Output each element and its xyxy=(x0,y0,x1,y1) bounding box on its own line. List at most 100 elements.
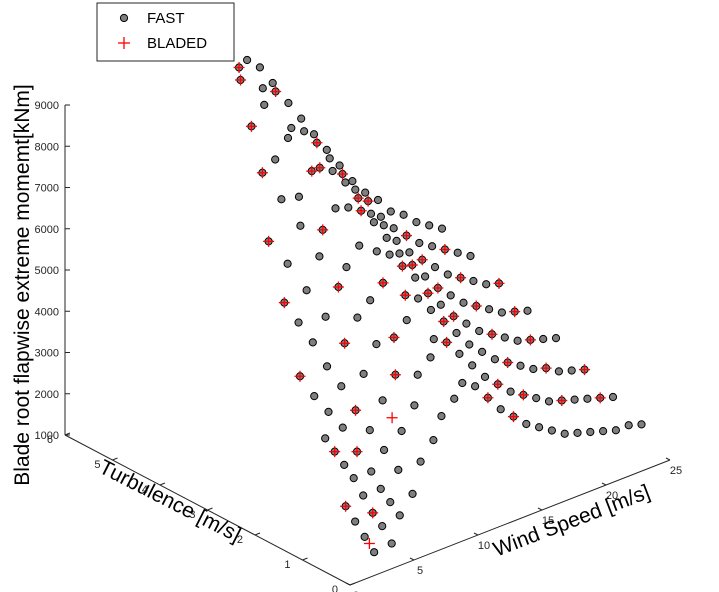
fast-point xyxy=(468,361,477,370)
bladed-point xyxy=(332,281,344,293)
fast-point xyxy=(351,185,360,194)
bladed-point xyxy=(508,411,519,423)
fast-point xyxy=(300,127,309,136)
x-tick-label: 15 xyxy=(542,515,554,527)
z-tick-label: 8000 xyxy=(35,141,59,153)
series-fast xyxy=(234,55,646,557)
fast-point xyxy=(302,286,311,295)
fast-point xyxy=(551,334,561,343)
fast-point xyxy=(283,259,292,268)
fast-point xyxy=(372,247,381,256)
fast-point xyxy=(367,467,376,476)
fast-point xyxy=(260,100,269,109)
fast-point xyxy=(544,397,554,406)
fast-point xyxy=(475,326,484,336)
bladed-point xyxy=(235,74,246,86)
fast-point xyxy=(458,378,467,388)
fast-point xyxy=(324,407,333,416)
x-tick-label: 5 xyxy=(417,565,423,577)
bladed-point xyxy=(386,412,398,424)
bladed-point xyxy=(399,289,411,301)
fast-point xyxy=(321,312,330,321)
bladed-point xyxy=(306,165,318,177)
fast-point xyxy=(452,328,461,338)
fast-point xyxy=(366,209,376,218)
bladed-point xyxy=(314,162,326,174)
legend-bladed-marker xyxy=(118,37,130,49)
legend-fast-marker xyxy=(119,13,129,23)
fast-point xyxy=(412,218,421,227)
fast-point xyxy=(415,238,424,248)
fast-point xyxy=(355,241,364,250)
fast-point xyxy=(382,233,391,242)
bladed-point xyxy=(432,282,444,294)
bladed-point xyxy=(422,287,434,299)
fast-point xyxy=(268,78,277,88)
fast-point xyxy=(360,532,369,541)
fast-point xyxy=(425,221,434,230)
fast-point xyxy=(315,252,324,261)
fast-point xyxy=(341,178,350,187)
fast-point xyxy=(322,145,331,154)
fast-point xyxy=(372,340,381,349)
series-bladed xyxy=(233,62,606,549)
bladed-point xyxy=(579,364,590,376)
fast-point xyxy=(469,276,478,286)
x-tick-mark xyxy=(665,457,671,461)
x-tick-mark xyxy=(473,532,479,536)
fast-point xyxy=(421,272,430,281)
fast-point xyxy=(379,221,388,230)
z-tick-label: 2000 xyxy=(35,389,59,401)
fast-point xyxy=(325,154,334,163)
fast-point xyxy=(294,318,303,327)
fast-point xyxy=(405,248,414,257)
fast-point xyxy=(532,394,541,403)
fast-point xyxy=(583,394,592,403)
fast-point xyxy=(376,484,385,493)
bladed-point xyxy=(317,224,329,236)
fast-point xyxy=(480,372,490,381)
fast-point xyxy=(462,319,471,328)
fast-point xyxy=(408,489,417,498)
bladed-point xyxy=(441,336,453,348)
legend-box xyxy=(96,2,235,62)
x-tick-label: 25 xyxy=(670,465,682,477)
bladed-point xyxy=(455,272,467,284)
bladed-point xyxy=(482,392,494,404)
bladed-point xyxy=(233,62,245,73)
z-tick-label: 4000 xyxy=(35,306,59,318)
fast-point xyxy=(522,419,531,429)
x-axis-line xyxy=(349,459,671,586)
z-tick-label: 9000 xyxy=(35,100,59,112)
fast-point xyxy=(478,347,487,356)
bladed-point xyxy=(311,137,323,149)
fast-point xyxy=(379,445,389,455)
y-tick-label: 1 xyxy=(284,559,290,571)
bladed-point xyxy=(517,389,529,401)
fast-point xyxy=(497,308,506,317)
fast-point xyxy=(570,395,579,404)
fast-point xyxy=(428,242,437,251)
bladed-point xyxy=(263,235,275,247)
bladed-point xyxy=(438,316,450,327)
fast-point xyxy=(309,130,319,139)
fast-point xyxy=(370,548,379,557)
bladed-point xyxy=(256,167,268,179)
fast-point xyxy=(535,423,544,432)
fast-point xyxy=(437,224,447,233)
fast-point xyxy=(437,412,446,421)
fast-point xyxy=(373,195,383,205)
bladed-point xyxy=(396,260,408,272)
bladed-point xyxy=(401,230,412,242)
fast-point xyxy=(359,369,368,378)
y-tick-mark xyxy=(302,557,308,561)
legend-bladed-label: BLADED xyxy=(147,35,207,52)
fast-point xyxy=(243,55,252,65)
fast-point xyxy=(485,305,494,314)
x-tick-mark xyxy=(601,482,607,486)
bladed-point xyxy=(355,205,367,217)
bladed-point xyxy=(470,300,482,312)
bladed-point xyxy=(556,395,568,406)
